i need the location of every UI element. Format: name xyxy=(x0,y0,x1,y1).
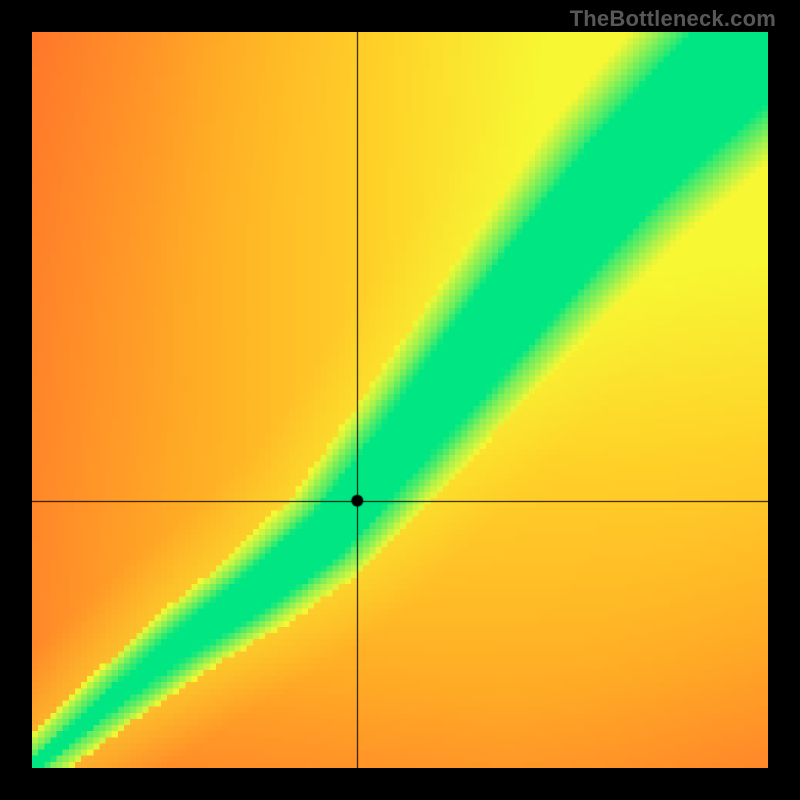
watermark-text: TheBottleneck.com xyxy=(570,6,776,32)
overlay-canvas xyxy=(32,32,768,768)
chart-container: TheBottleneck.com xyxy=(0,0,800,800)
